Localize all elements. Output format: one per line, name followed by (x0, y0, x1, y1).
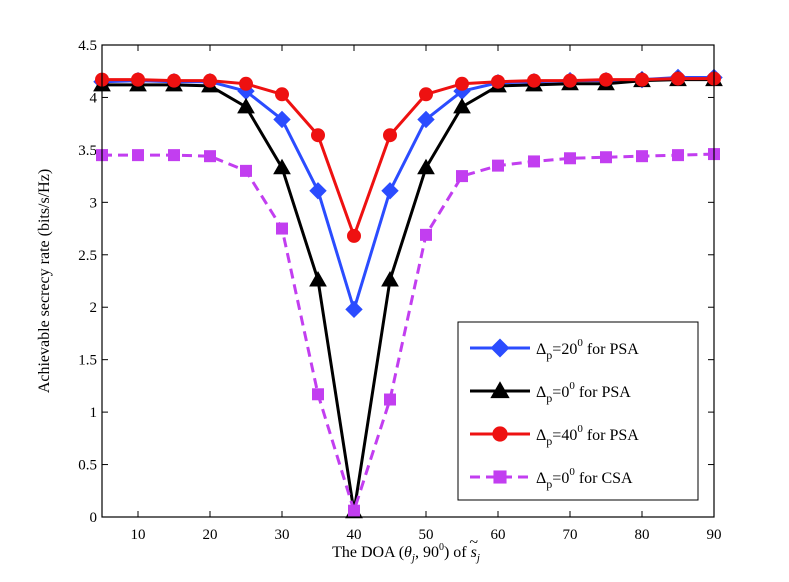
data-point-diamond (345, 300, 363, 319)
y-tick-label: 2.5 (78, 248, 97, 264)
x-tick-label: 80 (635, 527, 650, 543)
data-point-triangle (309, 270, 327, 287)
data-point-square (204, 150, 216, 163)
legend-entry: Δp=400 for PSA (470, 423, 639, 448)
legend-label: Δp=00 for CSA (536, 466, 633, 491)
data-point-diamond (381, 182, 399, 200)
data-point-square (493, 470, 507, 484)
legend: Δp=200 for PSA Δp=00 for PSA Δp=400 for PS… (457, 321, 699, 501)
data-point-square (132, 149, 144, 162)
x-tick-label: 40 (347, 527, 362, 543)
data-point-square (672, 149, 684, 162)
data-point-square (492, 159, 504, 172)
data-point-circle (527, 73, 541, 88)
series-line (102, 78, 714, 514)
data-point-square (276, 222, 288, 235)
data-point-triangle (237, 97, 255, 114)
data-point-diamond (273, 110, 291, 129)
x-tick-label: 20 (203, 527, 218, 543)
legend-label: Δp=200 for PSA (536, 337, 639, 362)
data-point-circle (491, 74, 505, 89)
data-point-square (240, 164, 252, 177)
legend-label: Δp=00 for PSA (536, 380, 631, 405)
data-point-circle (167, 73, 181, 88)
data-point-circle (563, 73, 577, 88)
data-point-square (636, 150, 648, 163)
y-tick-label: 3 (90, 195, 98, 211)
data-point-square (528, 155, 540, 168)
data-point-circle (599, 72, 613, 87)
y-tick-label: 2 (90, 300, 98, 316)
legend-entry: Δp=200 for PSA (470, 337, 639, 362)
data-point-circle (419, 87, 433, 102)
data-point-triangle (453, 97, 471, 114)
data-point-circle (635, 72, 649, 87)
data-point-square (600, 151, 612, 164)
data-point-triangle (273, 158, 291, 175)
data-point-triangle (490, 381, 510, 399)
data-point-circle (311, 128, 325, 143)
data-point-diamond (309, 182, 327, 200)
data-point-square (168, 149, 180, 162)
y-tick-label: 4.5 (78, 38, 97, 54)
data-point-circle (671, 71, 685, 86)
data-point-square (312, 388, 324, 401)
y-tick-label: 0.5 (78, 458, 97, 474)
data-point-triangle (381, 270, 399, 287)
y-tick-label: 4 (90, 90, 98, 106)
plot-frame (101, 44, 715, 518)
series-3 (95, 71, 721, 243)
data-point-square (456, 170, 468, 183)
y-tick-label: 0 (90, 510, 98, 526)
x-tick-label: 50 (419, 527, 434, 543)
data-point-square (384, 393, 396, 406)
series-4 (96, 148, 720, 517)
y-tick-label: 1 (90, 405, 98, 421)
data-point-circle (275, 87, 289, 102)
x-axis-label-tilde: ~ (469, 534, 478, 551)
data-point-square (420, 228, 432, 241)
legend-entry: Δp=00 for CSA (470, 466, 633, 491)
y-axis-label: Achievable secrecy rate (bits/s/Hz) (36, 169, 53, 393)
x-tick-label: 70 (563, 527, 578, 543)
data-point-circle (203, 73, 217, 88)
y-tick-label: 1.5 (78, 353, 97, 369)
data-point-circle (492, 426, 508, 442)
data-point-circle (455, 76, 469, 91)
data-point-triangle (417, 158, 435, 175)
y-tick-label: 3.5 (78, 143, 97, 159)
data-point-circle (347, 228, 361, 243)
x-tick-label: 30 (275, 527, 290, 543)
data-point-diamond (417, 110, 435, 129)
data-point-square (348, 504, 360, 517)
legend-entry: Δp=00 for PSA (470, 380, 631, 405)
data-point-circle (131, 72, 145, 87)
x-axis-label: The DOA (θj, 900) of sj (332, 542, 480, 564)
data-point-diamond (490, 338, 510, 358)
tick-layer: 10 20 30 40 50 60 70 80 90 0 0.5 1 1.5 2 2.5 3 3.5 4 4.5 (78, 38, 721, 543)
data-point-circle (239, 76, 253, 91)
data-point-square (564, 152, 576, 165)
x-tick-label: 90 (707, 527, 722, 543)
x-tick-label: 60 (491, 527, 506, 543)
x-tick-label: 10 (131, 527, 146, 543)
data-point-circle (383, 128, 397, 143)
legend-label: Δp=400 for PSA (536, 423, 639, 448)
series-layer (93, 68, 723, 519)
